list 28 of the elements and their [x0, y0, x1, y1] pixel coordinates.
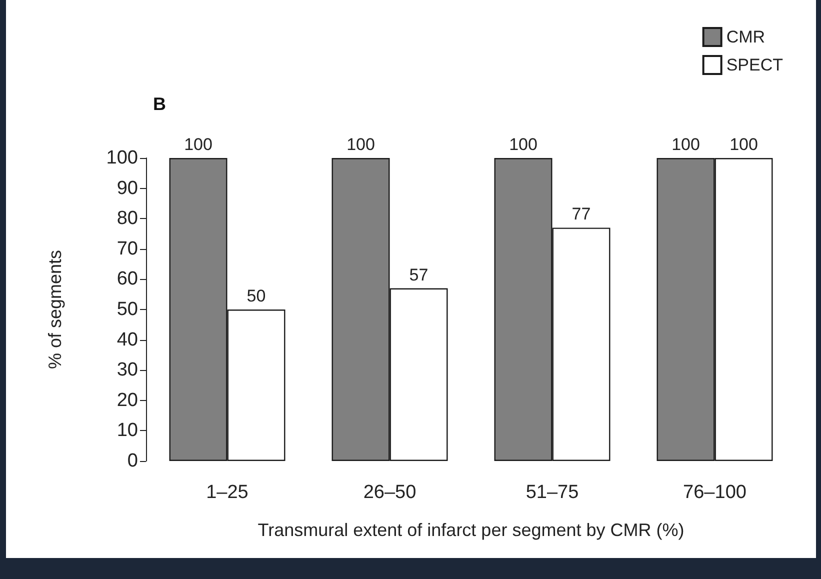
x-tick-label: 26–50 — [363, 482, 416, 503]
data-label: 100 — [509, 135, 538, 154]
data-label: 77 — [572, 204, 591, 224]
y-tick-label: 70 — [116, 238, 138, 260]
data-label: 100 — [346, 135, 375, 154]
data-label: 57 — [409, 265, 428, 284]
legend-label: SPECT — [726, 56, 784, 74]
y-tick-label: 90 — [116, 178, 138, 199]
data-label: 50 — [246, 286, 266, 306]
y-tick-label: 0 — [127, 450, 138, 472]
data-label: 100 — [184, 135, 212, 154]
y-tick-label: 60 — [116, 268, 138, 290]
y-tick-label: 20 — [116, 390, 138, 411]
y-tick-label: 10 — [116, 420, 138, 442]
y-axis-title: % of segments — [45, 250, 65, 370]
y-tick-label: 40 — [116, 329, 138, 350]
x-tick-label: 1–25 — [206, 482, 248, 503]
legend-label: CMR — [726, 28, 766, 46]
y-tick-label: 50 — [116, 299, 138, 320]
y-tick-label: 30 — [116, 360, 138, 381]
x-tick-label: 76–100 — [683, 482, 746, 503]
data-label: 100 — [672, 135, 700, 154]
chart-title: B — [153, 94, 166, 114]
data-label: 100 — [730, 135, 758, 154]
y-tick-label: 100 — [106, 148, 138, 168]
x-axis-title: Transmural extent of infarct per segment by CMR (%) — [258, 520, 684, 540]
x-tick-label: 51–75 — [526, 482, 579, 503]
y-tick-label: 80 — [116, 208, 138, 230]
